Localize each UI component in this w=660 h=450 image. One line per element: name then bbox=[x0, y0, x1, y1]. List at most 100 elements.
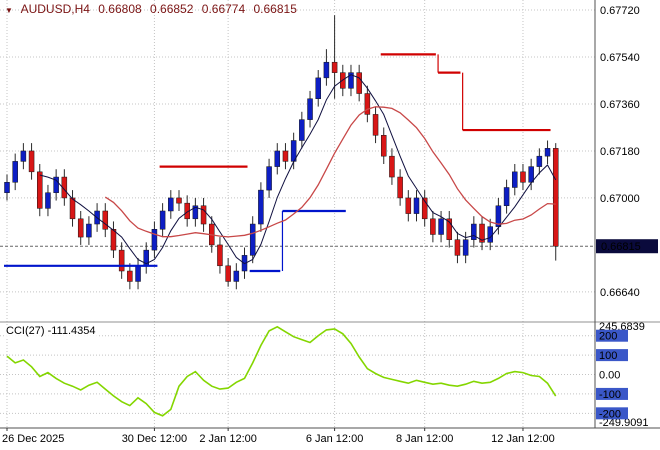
candle bbox=[192, 197, 199, 227]
candle bbox=[405, 190, 412, 222]
candle bbox=[430, 210, 436, 243]
candle bbox=[37, 164, 43, 217]
candle bbox=[307, 90, 313, 128]
price-tick-label: 0.67720 bbox=[600, 5, 640, 17]
price-tick-label: 0.67360 bbox=[600, 99, 640, 111]
symbol-timeframe-label: AUDUSD,H4 bbox=[20, 2, 90, 16]
candle bbox=[258, 182, 264, 232]
candle bbox=[421, 190, 428, 227]
current-price-badge: 0.66815 bbox=[596, 239, 658, 254]
ohlc-high-value: 0.66852 bbox=[150, 2, 194, 16]
candle bbox=[356, 64, 362, 102]
candle bbox=[389, 148, 395, 185]
symbol-collapse-icon[interactable]: ▼ bbox=[5, 6, 13, 15]
candle bbox=[102, 203, 109, 238]
cci-indicator-label: CCI(27) -111.4354 bbox=[4, 325, 98, 337]
candle bbox=[364, 85, 371, 123]
candles-layer bbox=[4, 15, 559, 290]
candle bbox=[168, 190, 174, 219]
price-scale[interactable]: 0.67720 0.67540 0.67360 0.67180 0.67000 0.666… bbox=[600, 5, 640, 299]
candle bbox=[200, 197, 207, 232]
candle bbox=[28, 143, 35, 180]
trail-stop-lines bbox=[4, 53, 551, 273]
candle bbox=[4, 174, 10, 201]
candle bbox=[86, 216, 92, 245]
candle bbox=[12, 153, 18, 191]
candle bbox=[331, 15, 338, 99]
time-scale[interactable]: 26 Dec 2025 30 Dec 12:00 2 Jan 12:00 6 Jan … bbox=[2, 428, 555, 445]
candle bbox=[413, 190, 420, 222]
svg-text:100: 100 bbox=[599, 350, 617, 362]
candle bbox=[225, 257, 231, 287]
price-tick-label: 0.66640 bbox=[600, 287, 640, 299]
candle bbox=[471, 216, 477, 248]
candle bbox=[520, 164, 526, 191]
price-tick-label: 0.67180 bbox=[600, 146, 640, 158]
candle bbox=[536, 148, 543, 175]
ohlc-close-value: 0.66815 bbox=[253, 2, 297, 16]
price-tick-label: 0.67000 bbox=[600, 193, 640, 205]
candle bbox=[118, 242, 125, 279]
time-tick-label: 8 Jan 12:00 bbox=[396, 433, 454, 445]
candle bbox=[69, 190, 76, 227]
candle bbox=[512, 164, 518, 196]
candle bbox=[446, 210, 453, 248]
chart-ohlc-header: ▼ AUDUSD,H4 0.66808 0.66852 0.66774 0.66… bbox=[5, 2, 302, 16]
candle bbox=[503, 179, 510, 214]
ohlc-low-value: 0.66774 bbox=[201, 2, 246, 16]
candle bbox=[266, 158, 272, 198]
candle bbox=[151, 221, 158, 258]
candle bbox=[380, 127, 387, 165]
price-tick-label: 0.67540 bbox=[600, 52, 640, 64]
candle bbox=[53, 169, 59, 201]
cci-name: CCI(27) bbox=[6, 325, 45, 337]
candle bbox=[372, 106, 379, 144]
ma-slow-line bbox=[104, 106, 556, 238]
candle bbox=[454, 231, 461, 264]
candle bbox=[159, 203, 166, 238]
candle bbox=[127, 263, 133, 290]
svg-text:-100: -100 bbox=[599, 389, 621, 401]
svg-text:200: 200 bbox=[599, 331, 617, 343]
time-tick-label: 6 Jan 12:00 bbox=[306, 433, 364, 445]
cci-level-label: 0.00 bbox=[599, 370, 620, 382]
candle bbox=[299, 111, 305, 149]
svg-text:0.66815: 0.66815 bbox=[601, 241, 641, 253]
candle bbox=[77, 210, 84, 245]
time-tick-label: 30 Dec 12:00 bbox=[122, 433, 187, 445]
grid-layer bbox=[0, 0, 595, 428]
time-tick-label: 12 Jan 12:00 bbox=[491, 433, 555, 445]
cci-level-badge: 200 bbox=[596, 329, 628, 343]
ma-fast-line bbox=[39, 74, 557, 265]
svg-text:-200: -200 bbox=[599, 408, 621, 420]
candle bbox=[323, 49, 330, 86]
candle bbox=[479, 216, 485, 251]
candle bbox=[20, 143, 27, 170]
candle bbox=[217, 237, 223, 274]
time-tick-label: 26 Dec 2025 bbox=[2, 433, 64, 445]
candle bbox=[397, 169, 403, 206]
candle bbox=[552, 143, 559, 261]
candle bbox=[176, 190, 182, 211]
candle bbox=[282, 143, 289, 170]
cci-min-label: -249.9091 bbox=[599, 417, 649, 429]
candle bbox=[45, 184, 51, 217]
cci-level-badge: 100 bbox=[596, 349, 628, 362]
candle bbox=[274, 143, 281, 175]
time-tick-label: 2 Jan 12:00 bbox=[199, 433, 257, 445]
ohlc-open-value: 0.66808 bbox=[98, 2, 142, 16]
candle bbox=[110, 221, 117, 258]
cci-line bbox=[6, 325, 557, 417]
cci-current-value: -111.4354 bbox=[47, 325, 96, 337]
cci-level-badge: -200 bbox=[596, 407, 628, 420]
candle bbox=[544, 140, 551, 165]
candle bbox=[315, 70, 321, 107]
candle bbox=[249, 216, 256, 264]
candle bbox=[233, 263, 240, 290]
candle bbox=[348, 64, 354, 97]
cci-level-badge: -100 bbox=[596, 387, 628, 401]
